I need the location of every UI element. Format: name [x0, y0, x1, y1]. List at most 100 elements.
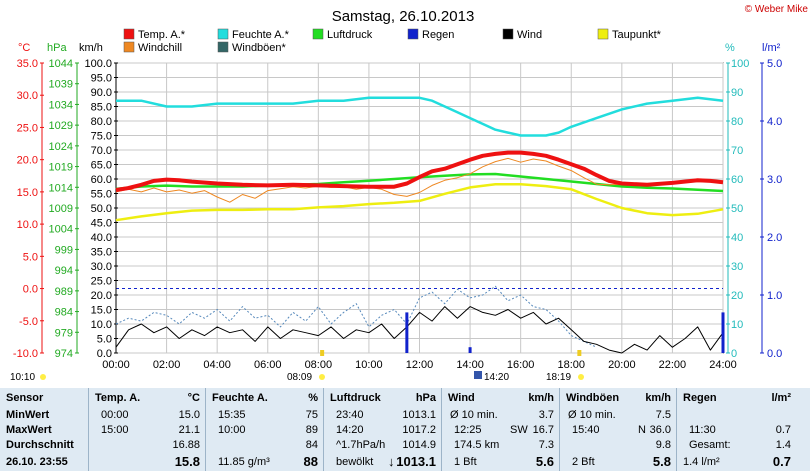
temp-max-time: 15:00 — [101, 424, 129, 436]
x-tick-label: 18:00 — [557, 359, 585, 371]
rain-current-rate: 1.4 l/m² — [683, 456, 720, 468]
wind-tick-label: 75.0 — [91, 131, 112, 143]
rain-bar — [721, 312, 725, 353]
pressure-tick-label: 1019 — [49, 162, 73, 174]
col-gusts: Windböen km/h Ø 10 min. 7.5 15:40 N 36.0… — [559, 388, 677, 471]
sunset-marker — [577, 350, 582, 356]
legend-label: Regen — [422, 29, 454, 41]
gusts-avg-value: 9.8 — [655, 439, 671, 451]
wind-tick-label: 20.0 — [91, 290, 112, 302]
pressure-falling-arrow-icon: ↓ — [388, 454, 395, 469]
humidity-tick-label: 100 — [731, 58, 749, 70]
series-line — [116, 96, 724, 137]
pressure-tick-label: 1009 — [49, 203, 73, 215]
wind-tick-label: 70.0 — [91, 145, 112, 157]
humidity-tick-label: 80 — [731, 116, 743, 128]
wind-avg-value: 7.3 — [538, 439, 554, 451]
axis-title-temp: °C — [18, 42, 30, 54]
wind-tick-label: 5.0 — [97, 334, 112, 346]
legend-swatch — [407, 28, 419, 40]
pressure-current-value: 1013.1 — [396, 454, 436, 469]
pressure-tick-label: 1044 — [49, 58, 73, 70]
legend-swatch — [312, 28, 324, 40]
unit-temp: °C — [187, 392, 200, 404]
legend-label: Windböen* — [232, 42, 287, 54]
pressure-tick-label: 1029 — [49, 120, 73, 132]
pressure-tick-label: 974 — [55, 348, 73, 360]
pressure-max-value: 1017.2 — [402, 424, 436, 436]
grid — [115, 62, 724, 354]
temp-tick-label: 30.0 — [17, 90, 38, 102]
legend-label: Feuchte A.* — [232, 29, 290, 41]
moonset-icon — [474, 371, 482, 379]
header-sensor: Sensor — [6, 392, 44, 404]
pressure-tick-label: 1039 — [49, 79, 73, 91]
x-tick-label: 04:00 — [203, 359, 231, 371]
credit-label: © Weber Mike — [745, 4, 809, 15]
col-temp: Temp. A. °C 00:00 15.0 15:00 21.1 16.88 … — [88, 388, 206, 471]
humidity-abs-value: 11.85 g/m³ — [218, 456, 270, 468]
legend-label: Windchill — [138, 42, 182, 54]
pressure-max-time: 14:20 — [336, 424, 364, 436]
humidity-tick-label: 90 — [731, 87, 743, 99]
pressure-tick-label: 999 — [55, 244, 73, 256]
pressure-tick-label: 1024 — [49, 141, 73, 153]
series-line — [115, 285, 597, 348]
x-tick-label: 24:00 — [709, 359, 737, 371]
sunset-icon — [578, 374, 584, 380]
pressure-tick-label: 994 — [55, 265, 73, 277]
wind-max-value: 16.7 — [532, 424, 554, 436]
pressure-tick-label: 979 — [55, 327, 73, 339]
humidity-tick-label: 70 — [731, 145, 743, 157]
col-rain: Regen l/m² 11:30 0.7 Gesamt: 1.4 1.4 l/m… — [676, 388, 810, 471]
wind-tick-label: 100.0 — [84, 58, 112, 70]
pressure-tick-label: 1004 — [49, 224, 73, 236]
unit-wind: km/h — [528, 392, 554, 404]
events: 10:10 08:09 14:20 18:19 — [10, 371, 584, 383]
temp-min-time: 00:00 — [101, 409, 129, 421]
pressure-tick-label: 984 — [55, 307, 73, 319]
sunrise-icon — [319, 374, 325, 380]
header-humidity: Feuchte A. — [212, 392, 268, 404]
humidity-tick-label: 50 — [731, 203, 743, 215]
rain-tick-label: 5.0 — [767, 58, 782, 70]
gusts-max-time: 15:40 — [572, 424, 600, 436]
rain-max-time: 11:30 — [689, 424, 716, 436]
legend-swatch — [123, 28, 135, 40]
gusts-avg10-label: Ø 10 min. — [568, 409, 616, 421]
gusts-max-value: 36.0 — [649, 424, 671, 436]
pressure-min-time: 23:40 — [336, 409, 364, 421]
temp-min-value: 15.0 — [178, 409, 200, 421]
pressure-tick-label: 1034 — [49, 99, 73, 111]
rain-bar — [405, 312, 409, 353]
series-layer — [115, 96, 725, 356]
x-tick-label: 20:00 — [608, 359, 636, 371]
unit-rain: l/m² — [771, 392, 791, 404]
humidity-tick-label: 20 — [731, 290, 743, 302]
unit-pressure: hPa — [415, 392, 436, 404]
weather-chart: Samstag, 26.10.2013 © Weber Mike Temp. A… — [10, 4, 809, 383]
x-tick-label: 22:00 — [659, 359, 687, 371]
temp-current-value: 15.8 — [174, 454, 200, 469]
col-pressure: Luftdruck hPa 23:40 1013.1 14:20 1017.2 … — [323, 388, 442, 471]
wind-beaufort: 1 Bft — [454, 456, 477, 468]
temp-tick-label: 35.0 — [17, 58, 38, 70]
humidity-current-value: 88 — [303, 454, 318, 469]
sunrise-marker — [320, 350, 325, 356]
x-tick-label: 16:00 — [507, 359, 535, 371]
temp-tick-label: 15.0 — [17, 187, 38, 199]
rain-bar — [468, 347, 472, 353]
series-line — [115, 306, 724, 354]
temp-tick-label: 20.0 — [17, 155, 38, 167]
temp-tick-label: 0.0 — [23, 284, 38, 296]
wind-tick-label: 10.0 — [91, 319, 112, 331]
x-tick-label: 12:00 — [406, 359, 434, 371]
legend-label: Luftdruck — [327, 29, 373, 41]
wind-avg10-value: 3.7 — [538, 409, 554, 421]
wind-tick-label: 45.0 — [91, 218, 112, 230]
humidity-tick-label: 0 — [731, 348, 737, 360]
humidity-max-time: 10:00 — [218, 424, 246, 436]
humidity-tick-label: 30 — [731, 261, 743, 273]
pressure-tick-label: 1014 — [49, 182, 73, 194]
wind-distance: 174.5 km — [454, 439, 500, 451]
